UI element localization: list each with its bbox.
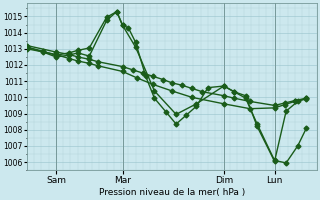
X-axis label: Pression niveau de la mer( hPa ): Pression niveau de la mer( hPa ) [99,188,245,197]
